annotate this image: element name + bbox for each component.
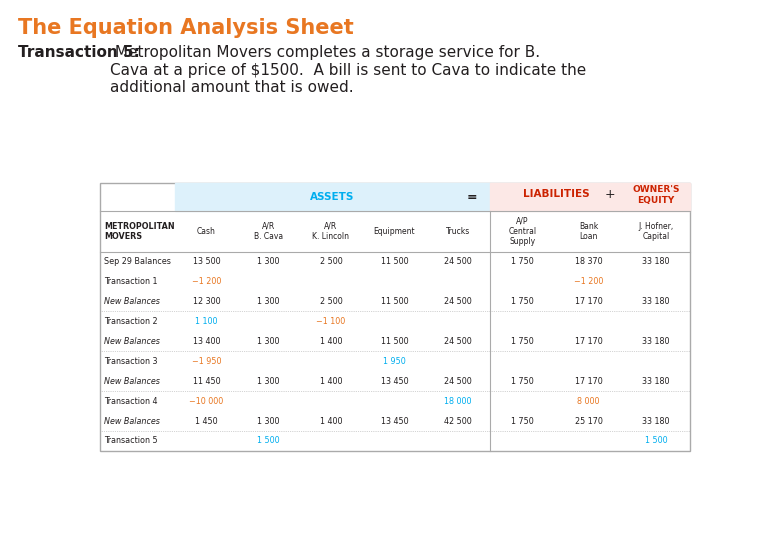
Text: 13 450: 13 450 [381, 416, 408, 426]
Text: 13 400: 13 400 [193, 337, 220, 346]
Bar [622, 183, 690, 211]
Text: 25 170: 25 170 [575, 416, 602, 426]
Text: New Balances: New Balances [104, 416, 160, 426]
Text: The Equation Analysis Sheet: The Equation Analysis Sheet [18, 18, 354, 38]
Text: 33 180: 33 180 [642, 297, 670, 306]
Text: 1 300: 1 300 [257, 377, 280, 386]
Text: +: + [604, 188, 615, 201]
Text: Transaction 2: Transaction 2 [104, 317, 158, 326]
Text: OWNER'S
EQUITY: OWNER'S EQUITY [633, 185, 679, 205]
Text: −1 100: −1 100 [317, 317, 346, 326]
Text: 24 500: 24 500 [444, 297, 472, 306]
Text: New Balances: New Balances [104, 297, 160, 306]
Bar [100, 183, 690, 451]
Text: 42 500: 42 500 [444, 416, 472, 426]
Text: 11 500: 11 500 [381, 257, 408, 266]
Text: 32  Chapter 3 – The Equation Analysis Sheet | Accounting 1, 7th Edition: 32 Chapter 3 – The Equation Analysis She… [17, 516, 367, 527]
Text: Transaction 5:: Transaction 5: [18, 45, 140, 60]
Text: 17 170: 17 170 [575, 297, 602, 306]
Bar [175, 183, 490, 211]
Text: 33 180: 33 180 [642, 416, 670, 426]
Text: 1 100: 1 100 [195, 317, 218, 326]
Text: 1 500: 1 500 [257, 436, 280, 446]
Text: 1 300: 1 300 [257, 297, 280, 306]
Text: 2 500: 2 500 [320, 257, 342, 266]
Text: 1 750: 1 750 [511, 337, 534, 346]
Text: −10 000: −10 000 [190, 396, 224, 406]
Text: 1 450: 1 450 [195, 416, 218, 426]
Text: 18 000: 18 000 [445, 396, 472, 406]
Text: J. Hofner,
Capital: J. Hofner, Capital [638, 222, 674, 241]
Text: 11 500: 11 500 [381, 297, 408, 306]
Text: 13 450: 13 450 [381, 377, 408, 386]
Text: ASSETS: ASSETS [310, 192, 355, 202]
Text: METROPOLITAN
MOVERS: METROPOLITAN MOVERS [104, 222, 175, 241]
Text: A/R
K. Lincoln: A/R K. Lincoln [313, 222, 349, 241]
Text: 18 370: 18 370 [575, 257, 602, 266]
Text: Cash: Cash [197, 227, 216, 236]
Text: Trucks: Trucks [446, 227, 470, 236]
Text: 1 400: 1 400 [320, 416, 342, 426]
Text: 1 750: 1 750 [511, 377, 534, 386]
Text: 1 750: 1 750 [511, 416, 534, 426]
Text: 1 300: 1 300 [257, 257, 280, 266]
Text: =: = [466, 191, 477, 204]
Text: 11 450: 11 450 [193, 377, 220, 386]
Text: 1 750: 1 750 [511, 297, 534, 306]
Text: −1 200: −1 200 [192, 277, 222, 286]
Text: 33 180: 33 180 [642, 377, 670, 386]
Text: 1 400: 1 400 [320, 377, 342, 386]
Text: 33 180: 33 180 [642, 337, 670, 346]
Text: 1 750: 1 750 [511, 257, 534, 266]
Text: Transaction 4: Transaction 4 [104, 396, 158, 406]
Text: Equipment: Equipment [374, 227, 415, 236]
Text: New Balances: New Balances [104, 337, 160, 346]
Text: Transaction 5: Transaction 5 [104, 436, 158, 446]
Text: 17 170: 17 170 [575, 337, 602, 346]
Text: PEARSON: PEARSON [651, 511, 763, 532]
Bar [490, 183, 622, 211]
Text: 1 400: 1 400 [320, 337, 342, 346]
Text: Sep 29 Balances: Sep 29 Balances [104, 257, 171, 266]
Text: A/P
Central
Supply: A/P Central Supply [509, 217, 537, 246]
Text: A/R
B. Cava: A/R B. Cava [254, 222, 283, 241]
Text: 24 500: 24 500 [444, 337, 472, 346]
Text: 1 300: 1 300 [257, 416, 280, 426]
Text: 12 300: 12 300 [193, 297, 220, 306]
Text: −1 200: −1 200 [574, 277, 603, 286]
Text: New Balances: New Balances [104, 377, 160, 386]
Text: 24 500: 24 500 [444, 377, 472, 386]
Text: 1 300: 1 300 [257, 337, 280, 346]
Text: LIABILITIES: LIABILITIES [523, 189, 590, 199]
Text: Bank
Loan: Bank Loan [579, 222, 598, 241]
Text: Transaction 1: Transaction 1 [104, 277, 158, 286]
Text: 24 500: 24 500 [444, 257, 472, 266]
Text: Metropolitan Movers completes a storage service for B.
Cava at a price of $1500.: Metropolitan Movers completes a storage … [110, 45, 587, 95]
Text: Transaction 3: Transaction 3 [104, 357, 158, 366]
Text: 13 500: 13 500 [193, 257, 220, 266]
Text: 11 500: 11 500 [381, 337, 408, 346]
Text: 8 000: 8 000 [577, 396, 600, 406]
Text: 17 170: 17 170 [575, 377, 602, 386]
Text: 1 950: 1 950 [383, 357, 406, 366]
Text: 2 500: 2 500 [320, 297, 342, 306]
Text: 1 500: 1 500 [645, 436, 668, 446]
Text: 33 180: 33 180 [642, 257, 670, 266]
Text: −1 950: −1 950 [192, 357, 222, 366]
